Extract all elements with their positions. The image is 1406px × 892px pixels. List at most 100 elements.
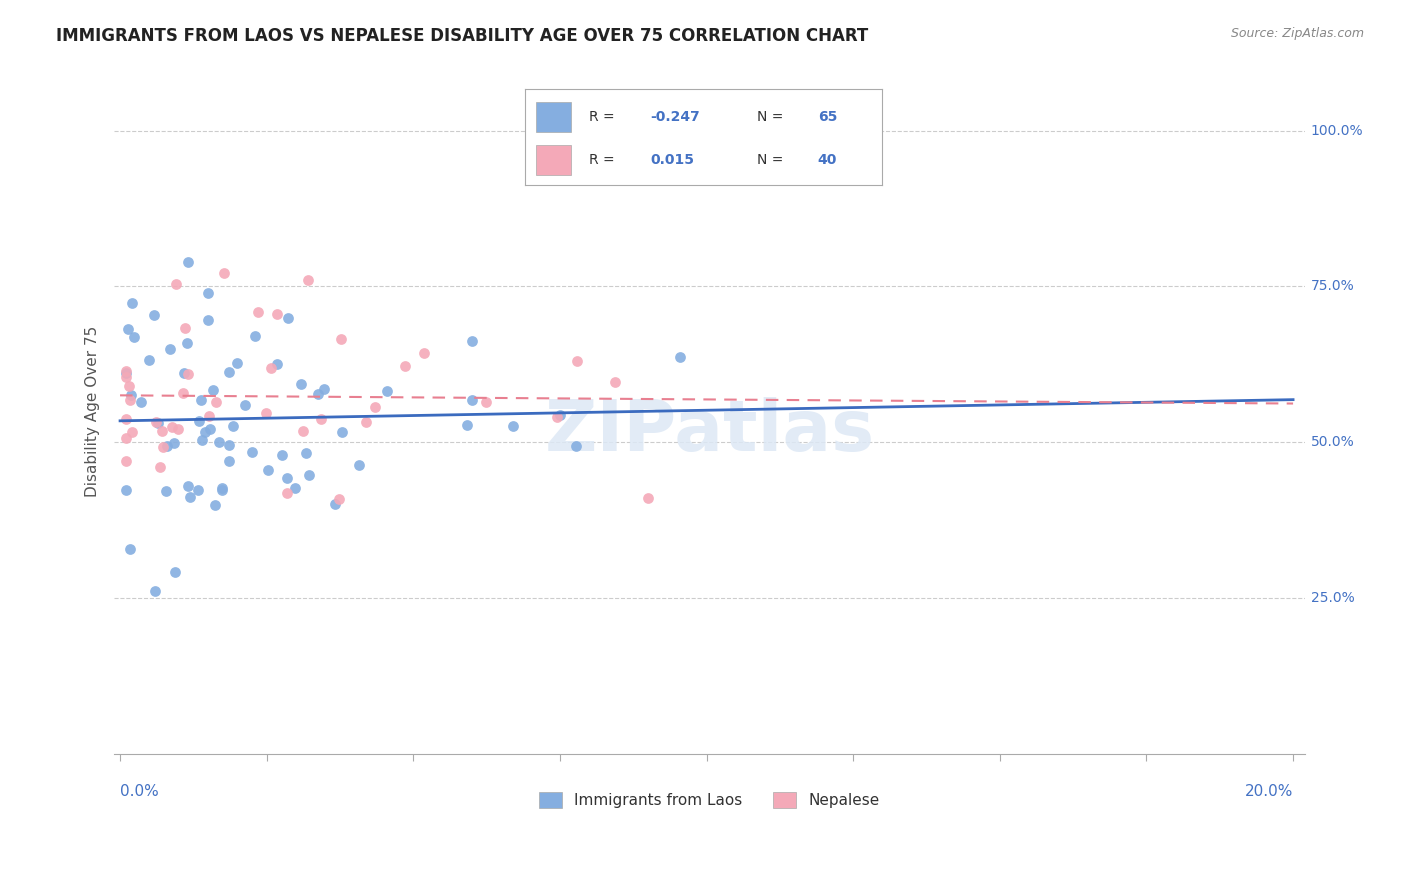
Text: 20.0%: 20.0%: [1244, 784, 1294, 799]
Point: [603, 375, 626, 389]
Point: [115, 483, 138, 497]
Point: [160, 420, 183, 434]
Point: [394, 359, 416, 373]
Text: 0.0%: 0.0%: [120, 784, 159, 799]
Point: [115, 431, 138, 445]
Point: [138, 352, 160, 367]
Point: [297, 467, 319, 482]
Point: [266, 357, 288, 371]
Point: [347, 458, 370, 472]
Point: [166, 422, 188, 436]
Point: [233, 398, 256, 412]
Legend: Immigrants from Laos, Nepalese: Immigrants from Laos, Nepalese: [533, 786, 886, 814]
Point: [173, 366, 195, 380]
Point: [166, 277, 188, 291]
Point: [205, 395, 228, 409]
Point: [254, 406, 277, 420]
Point: [145, 415, 167, 429]
Point: [218, 453, 240, 467]
Point: [243, 328, 266, 343]
Point: [218, 365, 240, 379]
Text: 100.0%: 100.0%: [1310, 124, 1364, 137]
Point: [637, 491, 659, 505]
Point: [328, 491, 350, 506]
Point: [565, 439, 588, 453]
Point: [115, 370, 138, 384]
Point: [163, 436, 186, 450]
Y-axis label: Disability Age Over 75: Disability Age Over 75: [86, 326, 100, 497]
Point: [461, 392, 484, 407]
Point: [118, 379, 141, 393]
Point: [148, 416, 170, 430]
Point: [150, 424, 173, 438]
Point: [121, 425, 143, 440]
Text: Source: ZipAtlas.com: Source: ZipAtlas.com: [1230, 27, 1364, 40]
Point: [155, 484, 177, 499]
Point: [291, 424, 314, 438]
Point: [115, 412, 138, 426]
Point: [197, 285, 219, 300]
Point: [142, 308, 165, 322]
Point: [330, 425, 353, 439]
Point: [668, 350, 690, 364]
Point: [177, 479, 200, 493]
Point: [118, 392, 141, 407]
Point: [177, 255, 200, 269]
Point: [187, 483, 209, 498]
Text: 25.0%: 25.0%: [1310, 591, 1354, 605]
Point: [198, 422, 221, 436]
Point: [115, 453, 138, 467]
Point: [143, 583, 166, 598]
Point: [565, 354, 588, 368]
Point: [456, 417, 478, 432]
Point: [284, 482, 307, 496]
Point: [187, 415, 209, 429]
Point: [460, 334, 482, 349]
Point: [276, 471, 298, 485]
Text: 75.0%: 75.0%: [1310, 279, 1354, 293]
Point: [546, 409, 568, 424]
Point: [240, 444, 263, 458]
Point: [165, 565, 187, 579]
Point: [179, 490, 201, 504]
Point: [211, 483, 233, 497]
Point: [208, 435, 231, 450]
Point: [271, 448, 294, 462]
Point: [152, 440, 174, 454]
Point: [290, 376, 312, 391]
Point: [548, 408, 571, 422]
Point: [172, 385, 194, 400]
Point: [194, 425, 217, 439]
Point: [311, 412, 333, 426]
Point: [475, 395, 498, 409]
Point: [256, 462, 278, 476]
Point: [266, 308, 288, 322]
Point: [177, 368, 200, 382]
Point: [246, 304, 269, 318]
Point: [121, 296, 143, 310]
Point: [312, 382, 335, 396]
Point: [156, 439, 179, 453]
Point: [222, 419, 245, 434]
Point: [277, 311, 299, 326]
Point: [354, 415, 377, 429]
Text: 50.0%: 50.0%: [1310, 435, 1354, 450]
Point: [122, 330, 145, 344]
Point: [297, 273, 319, 287]
Point: [174, 321, 197, 335]
Point: [323, 497, 346, 511]
Point: [204, 499, 226, 513]
Point: [197, 313, 219, 327]
Text: IMMIGRANTS FROM LAOS VS NEPALESE DISABILITY AGE OVER 75 CORRELATION CHART: IMMIGRANTS FROM LAOS VS NEPALESE DISABIL…: [56, 27, 869, 45]
Point: [225, 356, 247, 370]
Point: [190, 434, 212, 448]
Text: ZIPatlas: ZIPatlas: [544, 397, 875, 466]
Point: [197, 409, 219, 424]
Point: [214, 266, 236, 280]
Point: [375, 384, 398, 398]
Point: [201, 383, 224, 397]
Point: [259, 361, 281, 376]
Point: [120, 541, 142, 556]
Point: [190, 392, 212, 407]
Point: [211, 481, 233, 495]
